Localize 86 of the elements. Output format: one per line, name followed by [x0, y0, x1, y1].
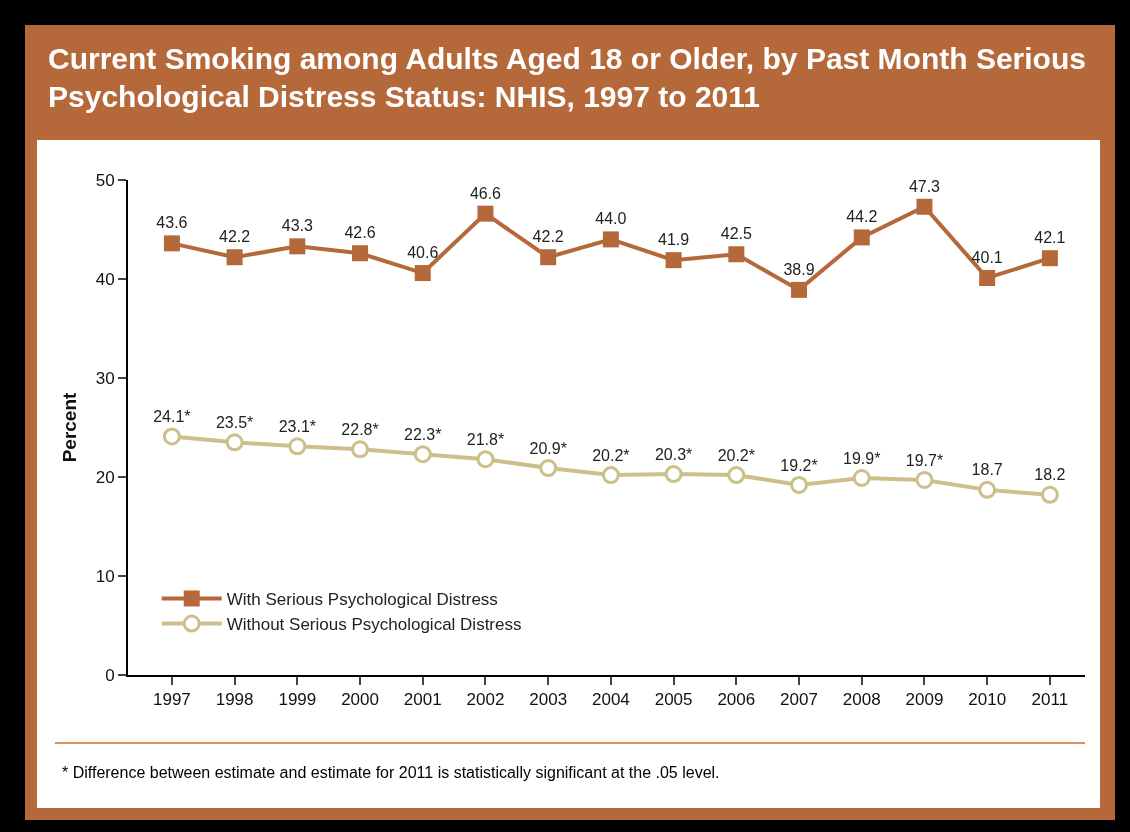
point [601, 466, 620, 485]
x-tick-label: 2002 [466, 690, 505, 710]
data-label: 22.3* [404, 425, 442, 443]
y-tick-label: 50 [95, 170, 115, 190]
data-label: 41.9 [658, 231, 690, 249]
x-tick-label: 1997 [152, 690, 191, 710]
point [915, 470, 934, 489]
data-label: 22.8* [341, 420, 379, 438]
data-label: 19.2* [780, 456, 818, 474]
legend-label: With Serious Psychological Distress [226, 590, 498, 610]
point [414, 265, 431, 282]
x-tick-label: 2010 [968, 690, 1007, 710]
data-label: 20.3* [654, 445, 693, 463]
point [539, 459, 558, 478]
y-axis-title: Percent [59, 391, 81, 463]
point [978, 480, 997, 499]
data-label: 18.7 [971, 461, 1003, 479]
point [916, 198, 933, 215]
y-tick-label: 40 [95, 269, 115, 289]
point [664, 465, 683, 484]
x-tick-label: 2000 [341, 690, 379, 710]
point [852, 468, 871, 487]
point [288, 437, 307, 456]
data-label: 42.1 [1034, 229, 1066, 247]
x-tick-label: 2001 [403, 690, 442, 710]
point [351, 440, 370, 459]
data-label: 40.6 [407, 244, 439, 262]
data-label: 18.2 [1034, 466, 1066, 484]
point [163, 235, 180, 252]
legend-label: Without Serious Psychological Distress [226, 615, 522, 635]
x-tick-label: 1998 [215, 690, 254, 710]
data-label: 19.7* [905, 451, 944, 469]
point [1040, 485, 1059, 504]
data-label: 47.3 [908, 177, 941, 195]
point [413, 445, 432, 464]
data-label: 23.1* [278, 417, 317, 435]
point [727, 466, 746, 485]
data-label: 42.6 [344, 224, 376, 242]
point [162, 427, 181, 446]
data-label: 24.1* [153, 408, 191, 426]
y-tick-label: 10 [95, 566, 115, 586]
point [1041, 250, 1058, 267]
y-tick-label: 30 [95, 368, 115, 388]
data-label: 43.3 [281, 217, 313, 235]
data-label: 38.9 [783, 260, 815, 278]
y-tick-label: 20 [95, 467, 115, 487]
data-label: 44.0 [595, 210, 627, 228]
data-label: 20.9* [529, 439, 567, 457]
point [352, 245, 369, 262]
x-tick-label: 2005 [654, 690, 693, 710]
data-label: 42.2 [219, 228, 251, 246]
data-label: 42.5 [720, 225, 752, 243]
x-tick-label: 2007 [780, 690, 818, 710]
point [790, 475, 809, 494]
point [791, 281, 808, 298]
data-label: 23.5* [215, 413, 254, 431]
point [540, 249, 557, 266]
x-tick-label: 2009 [905, 690, 944, 710]
data-label: 20.2* [717, 446, 756, 464]
x-tick-label: 1999 [278, 690, 317, 710]
data-label: 42.2 [532, 228, 564, 246]
data-label: 40.1 [971, 249, 1003, 267]
x-tick-label: 2008 [842, 690, 881, 710]
point [226, 249, 243, 266]
point [853, 229, 870, 246]
point [225, 433, 244, 452]
text: * Difference between estimate and estimate for 2011 is statistically significant at the .05 level. [62, 764, 721, 782]
data-label: 20.2* [592, 446, 630, 464]
chart-title: Current Smoking among Adults Aged 18 or Older, by Past Month Serious Psychological Distress Status: NHIS, 1997 to 2011 [48, 41, 1087, 115]
x-tick-label: 2006 [717, 690, 756, 710]
data-label: 46.6 [469, 184, 502, 202]
point [602, 231, 619, 248]
data-label: 44.2 [846, 208, 878, 226]
point [289, 238, 306, 255]
x-tick-label: 2011 [1031, 690, 1069, 710]
x-tick-label: 2003 [529, 690, 568, 710]
point [979, 270, 996, 287]
y-tick-label: 0 [105, 665, 115, 685]
data-label: 43.6 [156, 214, 188, 232]
point [728, 246, 745, 263]
point [665, 252, 682, 269]
x-tick-label: 2004 [591, 690, 630, 710]
point [476, 450, 495, 469]
data-label: 21.8* [466, 430, 505, 448]
data-label: 19.9* [843, 449, 881, 467]
point [477, 205, 494, 222]
